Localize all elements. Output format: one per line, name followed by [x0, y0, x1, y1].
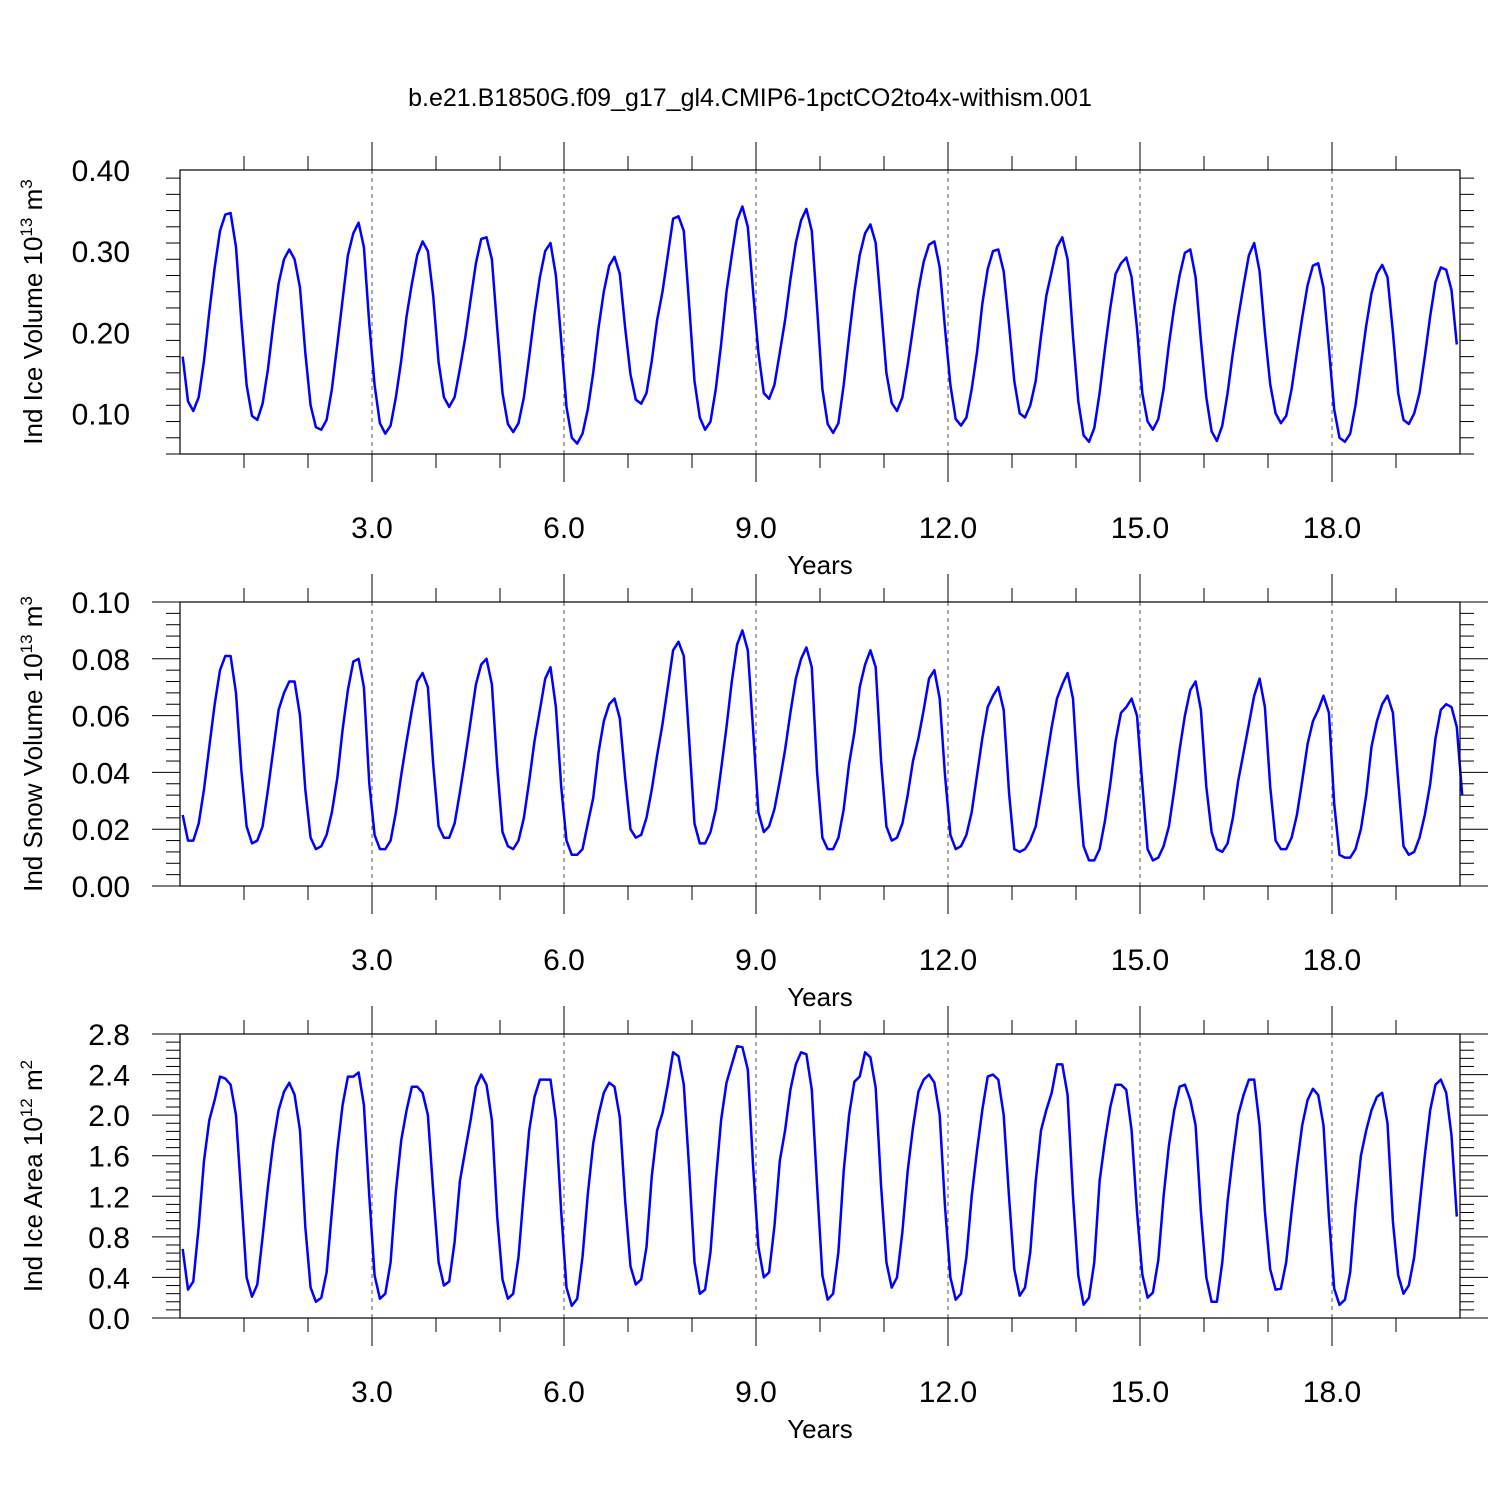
x-tick-label: 18.0: [1303, 944, 1361, 977]
y-tick-label: 0.20: [72, 317, 130, 350]
y-tick-label: 2.4: [88, 1060, 130, 1093]
x-tick-label: 3.0: [351, 1376, 393, 1409]
y-tick-label: 2.8: [88, 1019, 130, 1052]
y-axis-label-text: Ind Ice Volume 10: [18, 237, 48, 445]
y-tick-label: 0.0: [88, 1303, 130, 1336]
x-tick-label: 9.0: [735, 944, 777, 977]
y-axis-label: Ind Snow Volume 1013 m3: [17, 596, 48, 892]
x-tick-label: 18.0: [1303, 512, 1361, 545]
data-line: [181, 205, 1459, 445]
y-tick-label: 0.00: [72, 871, 130, 904]
y-axis-label-unit-sup: 3: [17, 596, 36, 605]
y-tick-label: 0.8: [88, 1222, 130, 1255]
y-tick-label: 1.2: [88, 1181, 130, 1214]
y-axis-label: Ind Ice Area 1012 m2: [17, 1060, 48, 1292]
y-axis-label-sup: 13: [17, 218, 36, 237]
x-tick-label: 12.0: [919, 512, 977, 545]
y-axis-label-unit: m: [18, 1069, 48, 1098]
data-line: [181, 1044, 1459, 1308]
y-axis-label: Ind Ice Volume 1013 m3: [17, 179, 48, 444]
y-tick-label: 2.0: [88, 1100, 130, 1133]
x-tick-label: 18.0: [1303, 1376, 1361, 1409]
panel-2: 3.0 6.0 9.0 12.0 15.0 18.0 0.00 0.02 0.04 0.06 0.0…: [17, 574, 1488, 1012]
x-axis-label: Years: [787, 1414, 853, 1444]
x-tick-label: 9.0: [735, 1376, 777, 1409]
y-tick-label: 0.06: [72, 701, 130, 734]
y-axis-label-unit-sup: 3: [17, 179, 36, 188]
x-tick-label: 12.0: [919, 1376, 977, 1409]
x-tick-label: 3.0: [351, 512, 393, 545]
x-axis-label: Years: [787, 550, 853, 580]
y-tick-label: 0.02: [72, 814, 130, 847]
y-axis-label-unit: m: [18, 189, 48, 218]
x-tick-label: 6.0: [543, 944, 585, 977]
x-tick-label: 15.0: [1111, 944, 1169, 977]
y-tick-label: 0.10: [72, 587, 130, 620]
y-tick-label: 0.30: [72, 236, 130, 269]
chart-title: b.e21.B1850G.f09_g17_gl4.CMIP6-1pctCO2to…: [408, 84, 1092, 112]
y-axis-label-text: Ind Ice Area 10: [18, 1117, 48, 1292]
panel-3: 3.0 6.0 9.0 12.0 15.0 18.0 0.0 0.4 0.8 1.2 1.6 2.0 2…: [17, 1006, 1488, 1444]
y-tick-label: 0.04: [72, 757, 130, 790]
plots-container: 3.0 6.0 9.0 12.0 15.0 18.0 0.10 0.20 0.30 0.40 Yea…: [17, 142, 1488, 1444]
y-axis-label-sup: 12: [17, 1098, 36, 1117]
y-tick-label: 1.6: [88, 1141, 130, 1174]
x-tick-label: 3.0: [351, 944, 393, 977]
y-axis-label-unit: m: [18, 606, 48, 635]
y-tick-label: 0.4: [88, 1262, 130, 1295]
x-tick-label: 15.0: [1111, 512, 1169, 545]
panel-1: 3.0 6.0 9.0 12.0 15.0 18.0 0.10 0.20 0.30 0.40 Yea…: [17, 142, 1474, 580]
y-tick-label: 0.40: [72, 155, 130, 188]
x-tick-label: 15.0: [1111, 1376, 1169, 1409]
y-tick-label: 0.08: [72, 644, 130, 677]
y-axis-label-sup: 13: [17, 634, 36, 653]
data-line: [181, 629, 1464, 862]
x-tick-label: 9.0: [735, 512, 777, 545]
y-axis-label-text: Ind Snow Volume 10: [18, 653, 48, 892]
x-axis-label: Years: [787, 982, 853, 1012]
x-tick-label: 12.0: [919, 944, 977, 977]
y-axis-label-unit-sup: 2: [17, 1060, 36, 1069]
x-tick-label: 6.0: [543, 1376, 585, 1409]
x-tick-label: 6.0: [543, 512, 585, 545]
y-tick-label: 0.10: [72, 398, 130, 431]
